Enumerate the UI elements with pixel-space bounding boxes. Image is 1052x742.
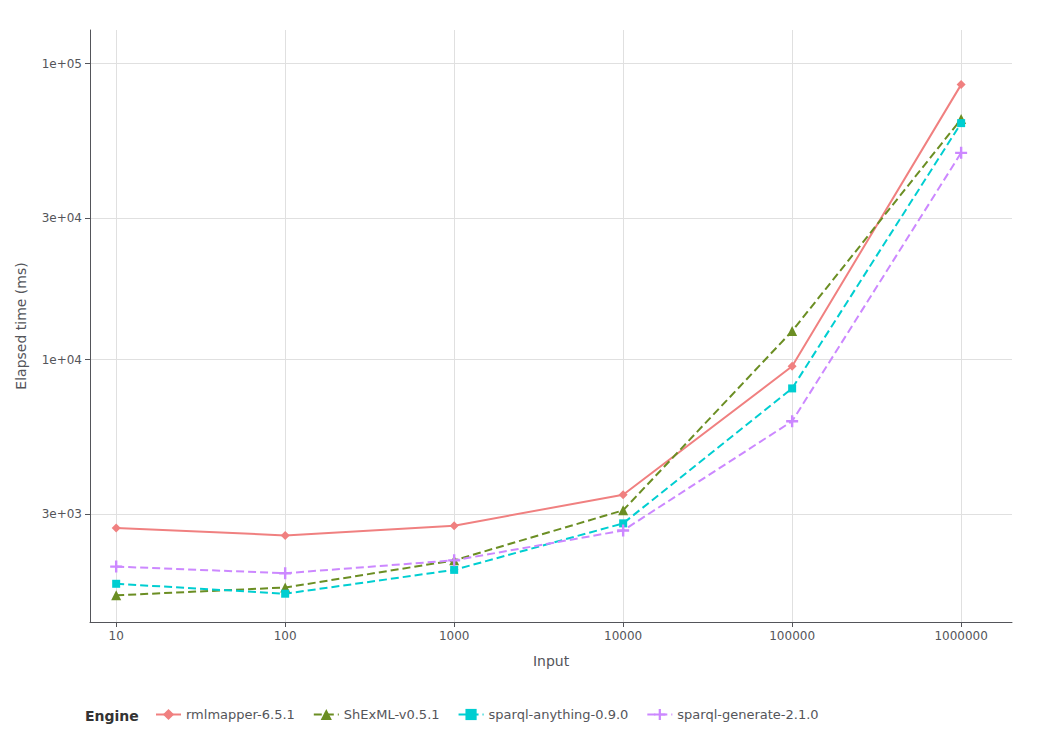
svg-text:1e+04: 1e+04 [42,353,82,367]
svg-text:3e+04: 3e+04 [42,211,82,225]
svg-text:Elapsed time (ms): Elapsed time (ms) [13,262,29,389]
svg-text:1000: 1000 [439,629,470,643]
svg-text:3e+03: 3e+03 [42,507,82,521]
svg-text:Engine: Engine [85,708,139,724]
svg-text:ShExML-v0.5.1: ShExML-v0.5.1 [344,707,440,722]
svg-text:10: 10 [109,629,124,643]
svg-text:sparql-generate-2.1.0: sparql-generate-2.1.0 [677,707,818,722]
svg-text:Input: Input [533,653,570,669]
svg-text:1000000: 1000000 [934,629,987,643]
svg-text:1e+05: 1e+05 [42,57,82,71]
svg-text:100: 100 [274,629,297,643]
svg-text:100000: 100000 [769,629,815,643]
svg-text:10000: 10000 [604,629,642,643]
svg-text:rmlmapper-6.5.1: rmlmapper-6.5.1 [186,707,295,722]
svg-text:sparql-anything-0.9.0: sparql-anything-0.9.0 [489,707,629,722]
